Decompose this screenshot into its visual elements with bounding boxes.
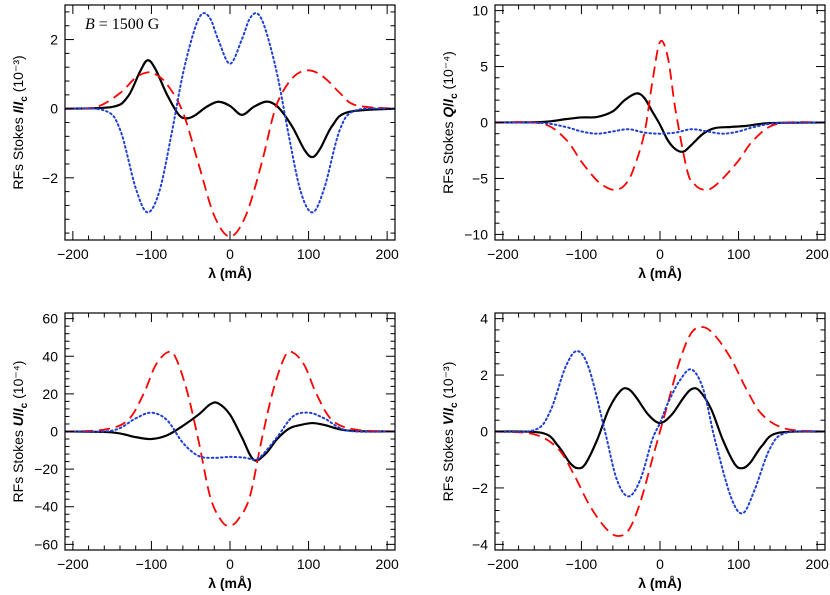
field-strength-annotation: B = 1500 G [85,16,160,33]
series-solid-line [65,59,395,159]
y-tick-label: −60 [34,536,58,552]
y-tick-label: 0 [480,424,488,440]
y-tick-label: −2 [472,480,488,496]
y-tick-label: −2 [42,170,58,186]
x-tick-label: −100 [566,556,598,572]
series-dotted-line [65,411,395,461]
y-tick-label: 5 [480,59,488,75]
series-dashed-line [65,350,395,527]
y-tick-label: 0 [50,424,58,440]
x-tick-label: −100 [136,246,168,262]
y-tick-label: −4 [472,536,488,552]
x-tick-label: 0 [226,556,234,572]
y-tick-label: 10 [472,3,488,19]
x-tick-label: 200 [805,556,829,572]
y-tick-label: −20 [34,461,58,477]
y-tick-label: −10 [464,226,488,242]
x-axis-label: λ (mÅ) [638,265,682,281]
x-axis-label: λ (mÅ) [638,575,682,591]
y-tick-label: 40 [42,348,58,364]
y-tick-label: 4 [480,311,488,327]
y-axis-label: RFs Stokes U/Ic (10⁻⁴) [10,361,30,503]
panel-bottom-right: −200 −100 0 100 200 −4 −2 0 2 4 λ (mÅ) RFs Stokes V… [440,311,829,591]
y-tick-label: 2 [50,32,58,48]
x-tick-label: 100 [727,246,751,262]
series-dashed-line [495,326,825,537]
y-tick-label: 60 [42,311,58,327]
panel-top-right: −200 −100 0 100 200 −10 −5 0 5 10 λ (mÅ) RFs Stokes… [440,3,829,281]
x-tick-label: −200 [57,556,89,572]
y-axis-label: RFs Stokes V/Ic (10⁻³) [440,362,460,502]
x-tick-label: −200 [487,556,519,572]
y-axis-label: RFs Stokes I/Ic (10⁻³) [10,55,30,189]
series-dotted-line [495,350,825,515]
series-solid-line [495,92,825,153]
series-dashed-line [65,69,395,238]
x-tick-label: 100 [727,556,751,572]
series-dotted-line [495,121,825,135]
x-tick-label: 200 [375,556,399,572]
x-axis-label: λ (mÅ) [208,575,252,591]
x-tick-label: 200 [375,246,399,262]
plot-frame [64,312,396,551]
x-tick-label: −100 [566,246,598,262]
x-tick-label: 100 [297,246,321,262]
x-tick-label: 200 [805,246,829,262]
series-solid-line [495,387,825,470]
series-solid-line [65,401,395,462]
series-dashed-line [495,39,825,191]
x-tick-label: −200 [487,246,519,262]
x-axis-label: λ (mÅ) [208,265,252,281]
x-tick-label: 0 [656,246,664,262]
y-tick-label: 0 [50,101,58,117]
x-tick-label: −100 [136,556,168,572]
x-tick-label: 0 [226,246,234,262]
series-dotted-line [65,12,395,214]
x-tick-label: −200 [57,246,89,262]
y-tick-label: 2 [480,367,488,383]
x-tick-label: 0 [656,556,664,572]
y-tick-label: 20 [42,386,58,402]
y-tick-label: −5 [472,170,488,186]
panel-top-left: −200 −100 0 100 200 −2 0 2 λ (mÅ) RFs Stokes I/Ic… [10,4,399,281]
y-tick-label: 0 [480,115,488,131]
y-tick-label: −40 [34,499,58,515]
x-tick-label: 100 [297,556,321,572]
plot-frame [64,4,396,241]
y-axis-label: RFs Stokes Q/Ic (10⁻⁴) [440,51,460,194]
